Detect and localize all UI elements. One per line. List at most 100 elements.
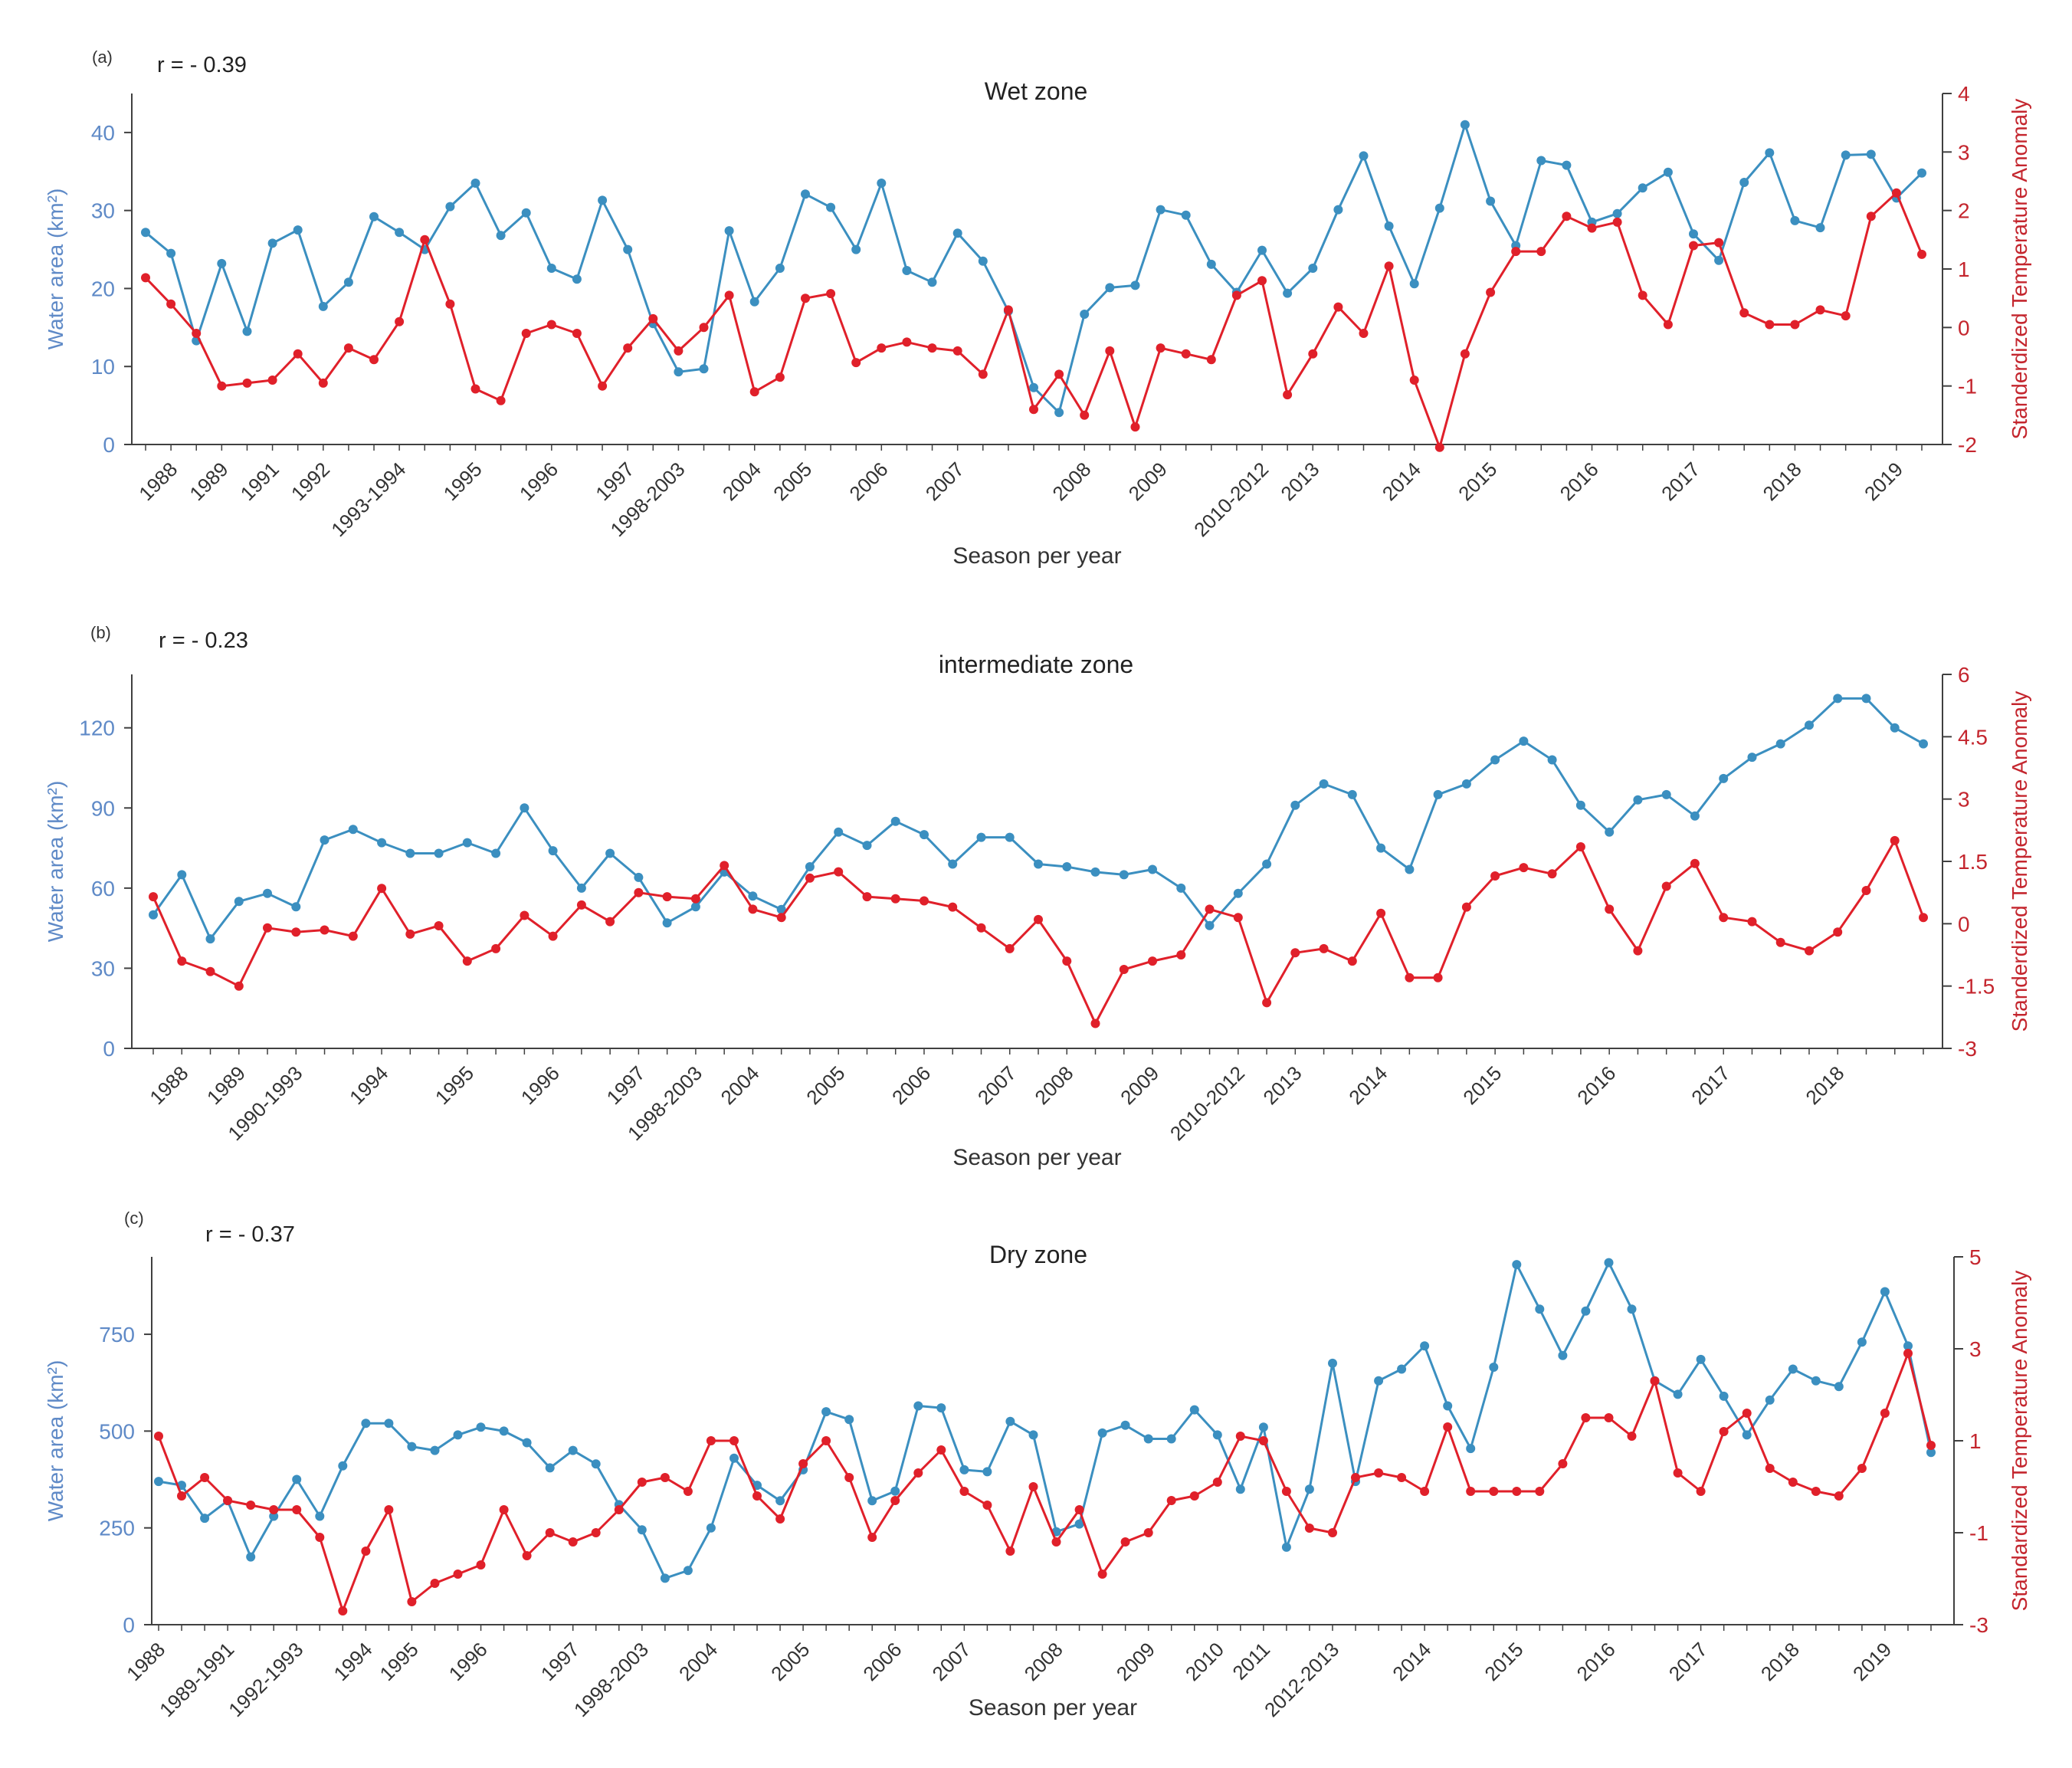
temperature-anomaly-point (834, 867, 844, 877)
x-axis-title: Season per year (952, 1145, 1121, 1170)
temperature-anomaly-point (177, 1491, 186, 1501)
right-tick-label: 0 (1958, 316, 1970, 339)
temperature-anomaly-point (729, 1436, 739, 1445)
water-area-point (724, 226, 734, 236)
temperature-anomaly-point (1105, 346, 1115, 356)
water-area-point (1696, 1354, 1706, 1364)
temperature-anomaly-point (1258, 1436, 1268, 1445)
water-area-point (267, 238, 277, 248)
temperature-anomaly-point (1143, 1528, 1153, 1537)
chart-title: intermediate zone (939, 651, 1133, 678)
water-area-point (844, 1415, 854, 1425)
x-tick-label: 1989-1991 (155, 1638, 238, 1721)
water-area-point (683, 1566, 693, 1576)
panel-label: (b) (90, 623, 111, 642)
x-tick-label: 1994 (345, 1061, 392, 1109)
temperature-anomaly-point (1062, 956, 1072, 966)
water-area-point (952, 228, 962, 238)
temperature-anomaly-point (1235, 1432, 1245, 1441)
x-tick-label: 2007 (973, 1061, 1021, 1109)
water-area-point (1562, 160, 1572, 170)
temperature-anomaly-point (1281, 1487, 1291, 1496)
water-area-point (948, 859, 958, 869)
water-area-point (1080, 310, 1090, 319)
water-area-point (1834, 1382, 1844, 1392)
temperature-anomaly-point (318, 378, 328, 388)
water-area-point (927, 277, 937, 287)
water-area-point (1919, 739, 1928, 749)
temperature-anomaly-point (192, 329, 202, 338)
water-area-line (152, 697, 1924, 940)
water-area-point (826, 202, 836, 212)
temperature-anomaly-point (1460, 349, 1470, 359)
water-area-point (1262, 859, 1272, 869)
temperature-anomaly-point (476, 1560, 486, 1570)
x-tick-label: 1996 (444, 1638, 492, 1685)
temperature-anomaly-point (154, 1432, 163, 1441)
temperature-anomaly-point (1926, 1441, 1936, 1450)
temperature-anomaly-point (242, 378, 252, 388)
water-area-point (1663, 167, 1673, 177)
water-area-point (1926, 1448, 1936, 1458)
temperature-anomaly-point (1003, 305, 1013, 315)
x-axis-title: Season per year (952, 543, 1121, 569)
water-area-point (1461, 779, 1471, 789)
water-area-point (1319, 779, 1329, 789)
left-tick-label: 0 (123, 1613, 135, 1637)
temperature-anomaly-point (1376, 908, 1386, 918)
water-area-point (637, 1525, 647, 1535)
water-area-point (1805, 720, 1814, 730)
temperature-anomaly-point (662, 892, 672, 902)
temperature-anomaly-point (1841, 311, 1851, 321)
temperature-anomaly-point (395, 317, 405, 326)
temperature-anomaly-point (805, 873, 815, 883)
x-tick-label: 1992-1993 (224, 1638, 307, 1721)
temperature-anomaly-point (1719, 913, 1729, 923)
water-area-point (568, 1445, 578, 1455)
temperature-anomaly-point (470, 384, 480, 394)
temperature-anomaly-point (1661, 881, 1671, 891)
water-area-point (149, 910, 158, 920)
water-area-point (1156, 205, 1166, 215)
x-tick-label: 2005 (766, 1638, 814, 1685)
water-area-point (1205, 920, 1215, 930)
water-area-point (1130, 280, 1140, 290)
water-area-point (522, 1438, 532, 1448)
left-tick-label: 500 (99, 1419, 135, 1443)
water-area-point (591, 1459, 601, 1469)
temperature-anomaly-point (576, 900, 586, 910)
water-area-point (141, 228, 150, 238)
temperature-anomaly-point (706, 1436, 716, 1445)
x-tick-label: 2005 (769, 458, 816, 505)
right-tick-label: -2 (1958, 433, 1977, 457)
x-tick-label: 1996 (516, 1061, 564, 1109)
water-area-point (699, 364, 709, 374)
water-area-point (1290, 800, 1300, 810)
water-area-point (1486, 196, 1496, 206)
temperature-anomaly-point (1775, 937, 1785, 947)
water-area-series (141, 120, 1926, 418)
water-area-point (154, 1477, 163, 1487)
x-tick-label: 2009 (1112, 1638, 1159, 1685)
water-area-point (405, 848, 415, 858)
temperature-anomaly-point (1097, 1570, 1107, 1579)
water-area-point (1519, 736, 1529, 746)
temperature-anomaly-point (1833, 927, 1843, 937)
temperature-anomaly-point (177, 956, 187, 966)
temperature-anomaly-point (1005, 943, 1015, 953)
temperature-anomaly-point (1650, 1376, 1660, 1386)
water-area-point (1189, 1405, 1199, 1415)
temperature-anomaly-point (1536, 247, 1546, 257)
temperature-anomaly-point (948, 902, 958, 912)
x-tick-label: 2014 (1378, 458, 1425, 505)
water-area-point (1258, 1422, 1268, 1432)
right-tick-label: 4.5 (1958, 725, 1988, 749)
temperature-anomaly-point (453, 1570, 463, 1579)
correlation-label: r = - 0.37 (205, 1222, 295, 1247)
temperature-anomaly-point (1857, 1464, 1867, 1473)
temperature-anomaly-point (1074, 1505, 1084, 1514)
water-area-point (1384, 221, 1394, 231)
temperature-anomaly-point (572, 329, 582, 338)
temperature-anomaly-point (293, 349, 303, 359)
water-area-point (1212, 1430, 1222, 1440)
